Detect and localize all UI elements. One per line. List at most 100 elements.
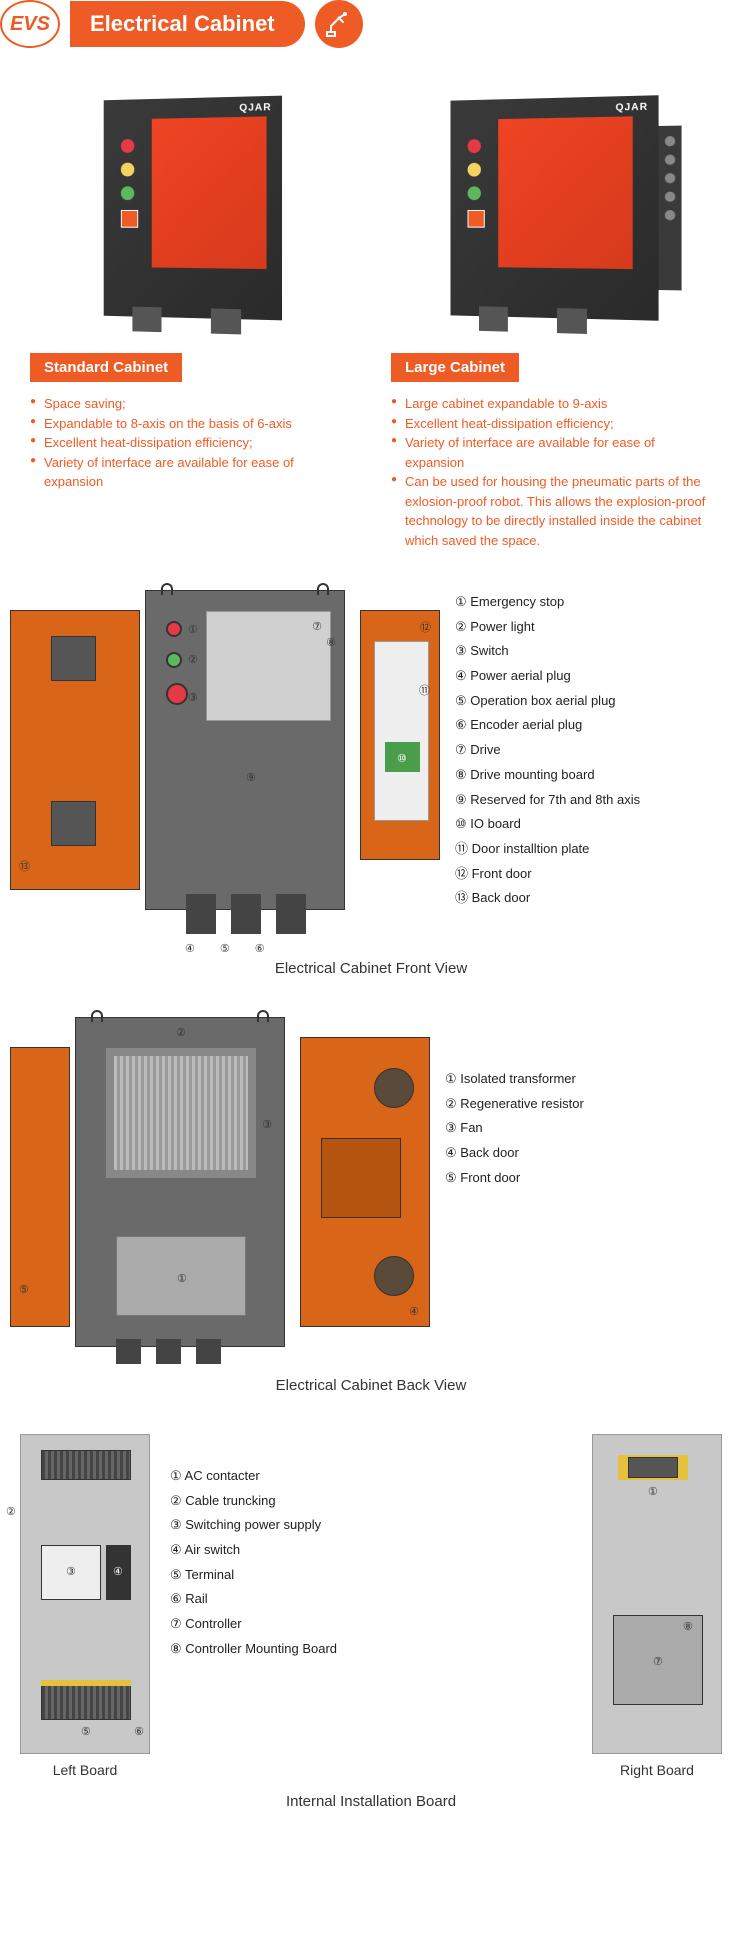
bullet: Expandable to 8-axis on the basis of 6-a… [30, 414, 351, 434]
back-view-section: ⑤ ② ③ ① ④ [0, 997, 742, 1414]
indicator-green [467, 186, 480, 200]
legend-item: ⑨ Reserved for 7th and 8th axis [455, 788, 732, 813]
callout: ② [188, 653, 198, 666]
callout: ③ [188, 691, 198, 704]
callout: ⑥ [134, 1725, 144, 1738]
right-board-col: ① ⑦ ⑧ Right Board [592, 1434, 722, 1778]
bullet: Variety of interface are available for e… [30, 453, 351, 492]
robot-arm-icon [315, 0, 363, 48]
callout: ① [648, 1485, 658, 1498]
front-view-caption: Electrical Cabinet Front View [10, 960, 732, 977]
evs-logo: EVS [0, 0, 60, 48]
right-board-label: Right Board [592, 1762, 722, 1778]
back-view-diagram: ⑤ ② ③ ① ④ [10, 1007, 430, 1367]
callout: ⑫ [420, 619, 431, 635]
legend-item: ⑧ Controller Mounting Board [170, 1637, 572, 1662]
callout: ④ [113, 1565, 123, 1578]
legend-item: ⑤ Front door [445, 1166, 732, 1191]
bullet: Can be used for housing the pneumatic pa… [391, 472, 712, 550]
left-board-label: Left Board [20, 1762, 150, 1778]
callout: ⑬ [19, 858, 30, 874]
callout: ⑩ [397, 752, 407, 765]
bullet: Excellent heat-dissipation efficiency; [391, 414, 712, 434]
front-view-section: ⑬ ① ② ③ ⑦ ⑧ ⑨ [0, 570, 742, 997]
cabinets-comparison: QJAR Standard Cabinet Space saving; Expa… [0, 68, 742, 570]
cabinet-brand: QJAR [615, 102, 648, 114]
callout: ③ [66, 1565, 76, 1578]
legend-item: ⑧ Drive mounting board [455, 763, 732, 788]
main-switch [120, 210, 137, 228]
indicator-red [467, 139, 480, 153]
left-board-diagram: ② ③ ④ ⑤ ⑥ [20, 1434, 150, 1754]
callout: ⑦ [312, 620, 322, 633]
standard-bullets: Space saving; Expandable to 8-axis on th… [30, 394, 351, 492]
back-view-caption: Electrical Cabinet Back View [10, 1377, 732, 1394]
standard-cabinet-label: Standard Cabinet [30, 353, 182, 382]
callout: ⑧ [326, 636, 336, 649]
callout: ⑪ [419, 682, 430, 698]
callout: ② [176, 1026, 186, 1039]
callout: ⑧ [683, 1620, 693, 1633]
standard-cabinet-image: QJAR [30, 78, 351, 338]
large-bullets: Large cabinet expandable to 9-axis Excel… [391, 394, 712, 550]
legend-item: ⑥ Rail [170, 1587, 572, 1612]
legend-item: ⑪ Door installtion plate [455, 837, 732, 862]
boards-legend: ① AC contacter ② Cable truncking ③ Switc… [170, 1434, 572, 1662]
legend-item: ④ Air switch [170, 1538, 572, 1563]
large-cabinet-label: Large Cabinet [391, 353, 519, 382]
boards-section: ② ③ ④ ⑤ ⑥ Left Board ① AC contacter ② Ca… [0, 1414, 742, 1830]
legend-item: ② Cable truncking [170, 1489, 572, 1514]
callout: ② [6, 1505, 16, 1518]
legend-item: ① Emergency stop [455, 590, 732, 615]
right-board-diagram: ① ⑦ ⑧ [592, 1434, 722, 1754]
callout: ④ [409, 1305, 419, 1318]
page-header: EVS Electrical Cabinet [0, 0, 742, 48]
legend-item: ② Power light [455, 615, 732, 640]
legend-item: ① AC contacter [170, 1464, 572, 1489]
standard-cabinet-col: QJAR Standard Cabinet Space saving; Expa… [30, 78, 351, 550]
indicator-red [120, 139, 133, 153]
callout: ⑨ [246, 771, 256, 784]
legend-item: ⑩ IO board [455, 812, 732, 837]
indicator-yellow [467, 163, 480, 177]
legend-item: ⑤ Terminal [170, 1563, 572, 1588]
large-cabinet-col: QJAR Large Cabinet Large cabinet expanda… [391, 78, 712, 550]
legend-item: ⑫ Front door [455, 862, 732, 887]
indicator-yellow [120, 163, 133, 177]
legend-item: ③ Fan [445, 1116, 732, 1141]
legend-item: ① Isolated transformer [445, 1067, 732, 1092]
legend-item: ② Regenerative resistor [445, 1092, 732, 1117]
legend-item: ④ Power aerial plug [455, 664, 732, 689]
legend-item: ⑦ Controller [170, 1612, 572, 1637]
legend-item: ⑬ Back door [455, 886, 732, 911]
cabinet-brand: QJAR [239, 102, 271, 114]
callout: ⑤ [81, 1725, 91, 1738]
indicator-green [120, 186, 133, 200]
bullet: Space saving; [30, 394, 351, 414]
callout: ③ [262, 1118, 272, 1131]
callout: ⑤ [220, 942, 230, 955]
large-cabinet-image: QJAR [391, 78, 712, 338]
legend-item: ③ Switching power supply [170, 1513, 572, 1538]
bullet: Variety of interface are available for e… [391, 433, 712, 472]
front-view-legend: ① Emergency stop ② Power light ③ Switch … [455, 580, 732, 911]
page-title: Electrical Cabinet [70, 1, 305, 47]
legend-item: ⑤ Operation box aerial plug [455, 689, 732, 714]
bullet: Large cabinet expandable to 9-axis [391, 394, 712, 414]
legend-item: ⑥ Encoder aerial plug [455, 713, 732, 738]
main-switch [467, 210, 484, 228]
callout: ① [188, 623, 198, 636]
bullet: Excellent heat-dissipation efficiency; [30, 433, 351, 453]
callout: ④ [185, 942, 195, 955]
legend-item: ⑦ Drive [455, 738, 732, 763]
back-view-legend: ① Isolated transformer ② Regenerative re… [445, 1007, 732, 1190]
legend-item: ③ Switch [455, 639, 732, 664]
front-view-diagram: ⑬ ① ② ③ ⑦ ⑧ ⑨ [10, 580, 440, 950]
boards-caption: Internal Installation Board [20, 1793, 722, 1810]
callout: ⑥ [255, 942, 265, 955]
callout: ⑦ [653, 1655, 663, 1668]
legend-item: ④ Back door [445, 1141, 732, 1166]
callout: ⑤ [19, 1283, 29, 1296]
callout: ① [177, 1272, 187, 1285]
left-board-col: ② ③ ④ ⑤ ⑥ Left Board [20, 1434, 150, 1778]
